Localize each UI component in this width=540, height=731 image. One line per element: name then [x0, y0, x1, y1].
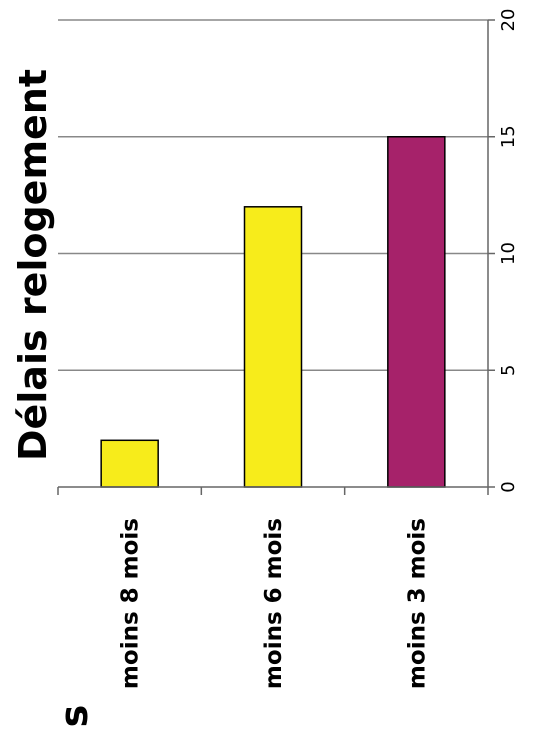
category-label: moins 6 mois	[261, 518, 287, 689]
value-tick-label: 0	[498, 481, 519, 492]
fragment-letter: s	[52, 705, 96, 728]
axes	[58, 20, 489, 488]
bar	[243, 206, 303, 488]
category-labels: moins 8 mois moins 6 mois moins 3 mois	[118, 518, 431, 689]
value-tick-labels: 0 5 10 15 20	[498, 9, 519, 493]
value-tick-label: 10	[498, 242, 519, 265]
chart-title: Délais relogement	[11, 69, 55, 461]
value-tick-label: 5	[498, 365, 519, 376]
bars-group	[100, 136, 446, 488]
category-label: moins 8 mois	[118, 518, 144, 689]
bar	[100, 439, 159, 488]
bar	[387, 136, 446, 488]
value-tick-label: 20	[498, 9, 519, 32]
category-label: moins 3 mois	[404, 518, 430, 689]
value-tick-label: 15	[498, 125, 519, 148]
